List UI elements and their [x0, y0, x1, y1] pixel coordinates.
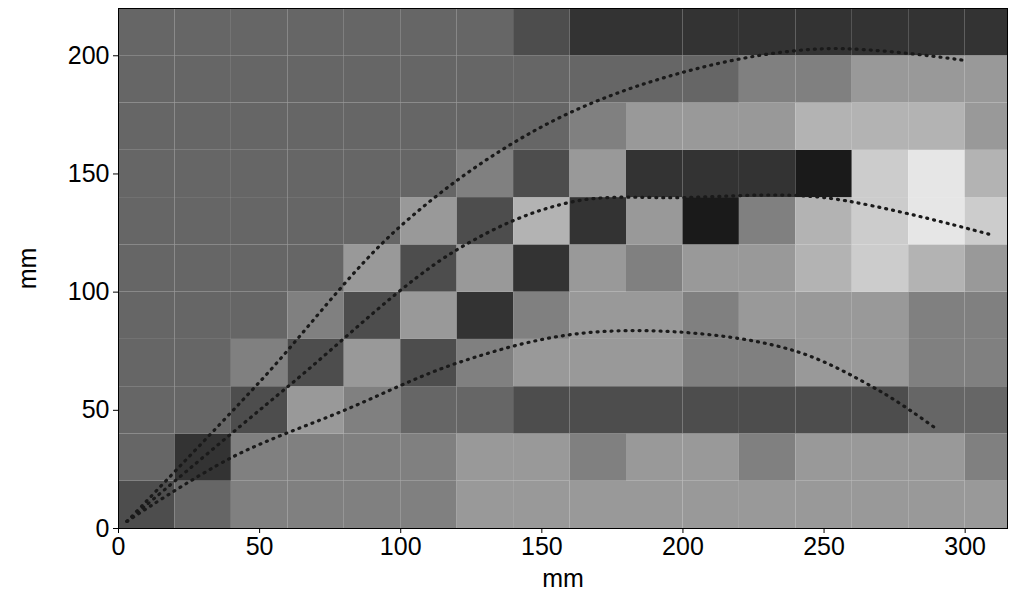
svg-text:250: 250 — [803, 532, 845, 560]
svg-text:300: 300 — [944, 532, 986, 560]
svg-text:0: 0 — [112, 532, 126, 560]
svg-text:50: 50 — [82, 395, 110, 423]
svg-text:200: 200 — [662, 532, 704, 560]
svg-text:200: 200 — [68, 41, 110, 69]
svg-text:150: 150 — [521, 532, 563, 560]
svg-text:50: 50 — [246, 532, 274, 560]
svg-text:mm: mm — [542, 564, 584, 592]
svg-text:0: 0 — [96, 514, 110, 542]
svg-text:100: 100 — [68, 277, 110, 305]
svg-text:mm: mm — [13, 248, 41, 290]
svg-text:100: 100 — [380, 532, 422, 560]
svg-text:150: 150 — [68, 159, 110, 187]
